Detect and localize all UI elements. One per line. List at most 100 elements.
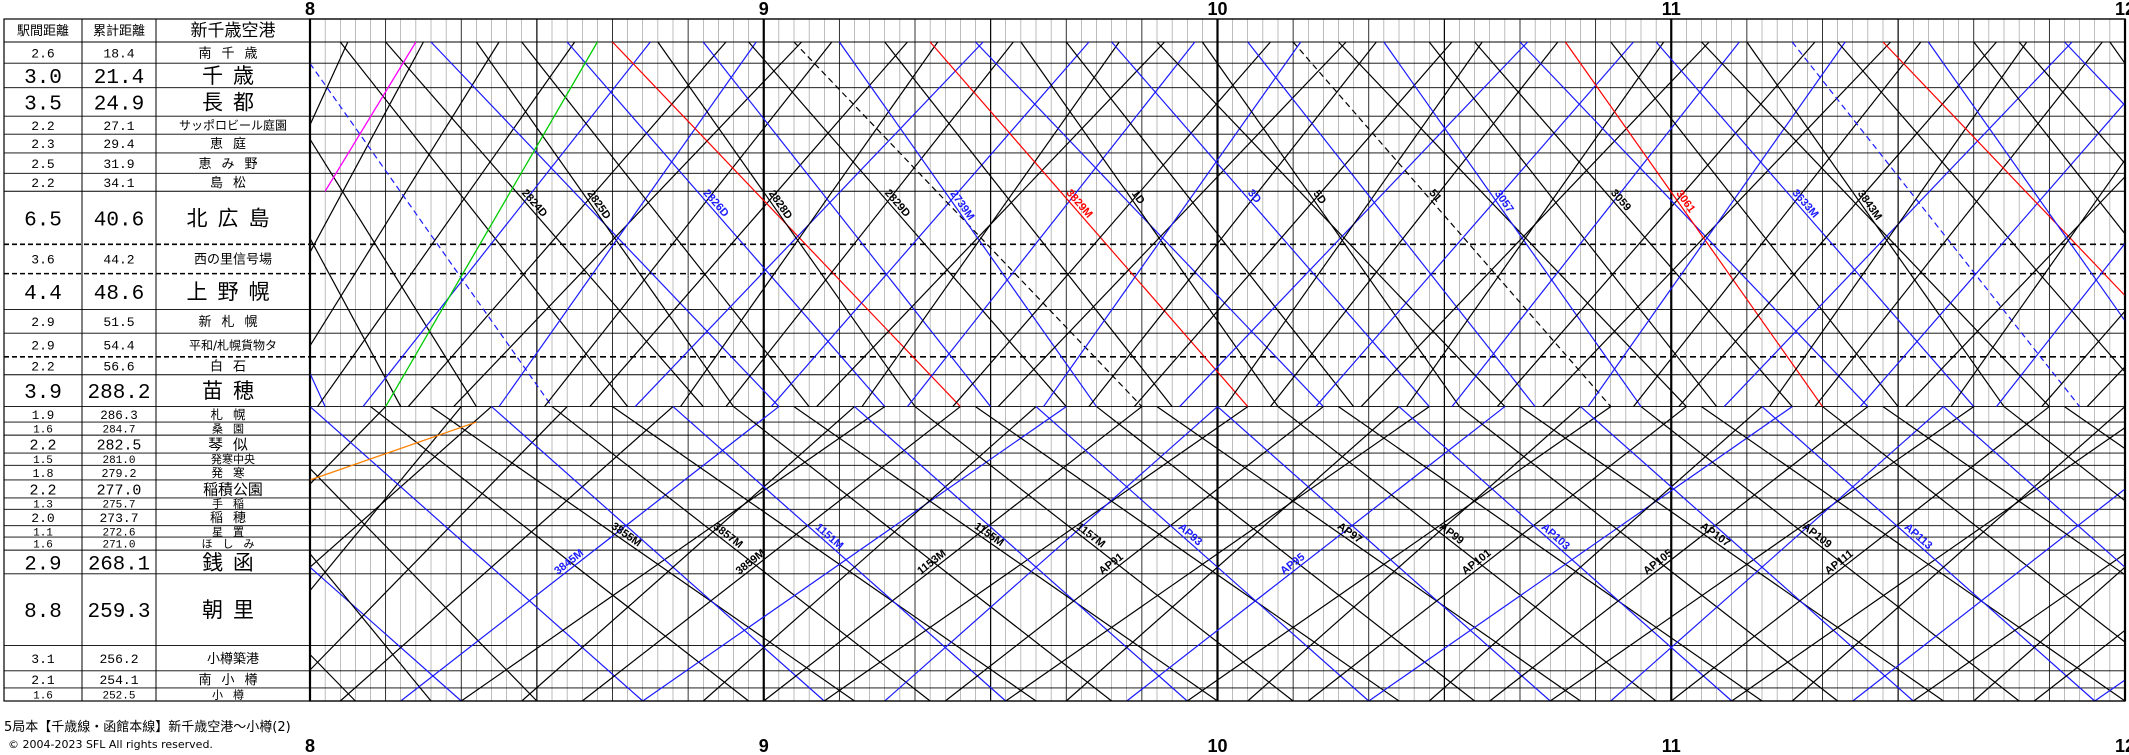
train-path	[521, 406, 855, 702]
station-cumulative: 44.2	[103, 253, 134, 268]
station-cumulative: 259.3	[87, 601, 150, 624]
station-cumulative: 54.4	[103, 339, 134, 354]
train-path	[914, 406, 1294, 702]
train-path	[1383, 41, 1642, 407]
train-number: 3061	[1673, 188, 1697, 215]
train-path	[1769, 41, 2028, 407]
station-row: 2.2 27.1 サッポロビール庭園	[4, 118, 310, 135]
train-path	[491, 406, 825, 702]
train-path	[1088, 41, 1377, 407]
train-path	[1186, 406, 1612, 702]
station-interval: 8.8	[24, 601, 62, 624]
station-name: 桑園	[212, 423, 254, 436]
train-path	[854, 406, 1188, 702]
station-interval: 1.5	[33, 455, 53, 467]
station-cumulative: 275.7	[102, 500, 135, 512]
train-path	[1761, 406, 2096, 702]
station-name: 銭函	[202, 550, 263, 574]
train-path	[339, 41, 629, 407]
train-path	[309, 41, 500, 347]
station-row: 2.9 51.5 新札幌	[4, 314, 310, 334]
train-path	[521, 41, 810, 407]
train-path	[1973, 41, 2126, 235]
train-path	[823, 406, 1249, 702]
train-path	[1549, 406, 1975, 702]
train-path	[1587, 41, 1846, 407]
train-path	[657, 41, 916, 407]
station-cumulative: 34.1	[103, 176, 134, 191]
station-name: 長都	[202, 91, 264, 115]
train-path	[400, 406, 780, 702]
station-name: 発寒中央	[211, 452, 255, 466]
train-path	[2086, 366, 2126, 407]
station-interval: 2.9	[24, 553, 61, 576]
station-cumulative: 40.6	[94, 209, 144, 232]
train-path	[952, 41, 1271, 407]
train-path	[475, 41, 734, 407]
train-path	[929, 41, 1249, 407]
train-path	[1277, 406, 1657, 702]
station-cumulative: 31.9	[103, 157, 134, 172]
train-path	[733, 406, 1112, 702]
train-path	[339, 406, 674, 702]
train-path	[2064, 41, 2126, 106]
train-path	[642, 406, 1067, 702]
train-path	[309, 406, 568, 671]
train-path	[1451, 41, 1740, 407]
station-interval: 2.5	[31, 157, 54, 172]
train-path	[2064, 406, 2126, 450]
train-path	[1973, 566, 2126, 702]
train-path	[2094, 679, 2126, 702]
train-path	[1632, 41, 1922, 407]
station-row: 1.1 272.6 星置	[4, 525, 310, 539]
station-cumulative: 271.0	[102, 540, 135, 552]
station-cumulative: 27.1	[103, 119, 134, 134]
train-path	[317, 41, 576, 407]
station-interval: 2.2	[31, 176, 54, 191]
train-path	[1943, 406, 2126, 568]
station-name: 白石	[210, 358, 256, 374]
diagram-title: 5局本【千歳線・函館本線】新千歳空港～小樽(2)	[4, 720, 291, 735]
station-interval: 2.2	[30, 438, 57, 454]
station-row: 3.5 24.9 長都	[4, 91, 310, 117]
train-path	[884, 406, 1218, 702]
station-cumulative: 268.1	[88, 553, 150, 576]
train-path	[1852, 488, 2126, 702]
train-path	[838, 41, 1097, 407]
station-interval: 3.5	[24, 94, 62, 117]
train-path	[1564, 41, 1823, 407]
copyright: © 2004-2023 SFL All rights reserved.	[8, 738, 213, 751]
train-path	[2109, 41, 2126, 64]
train-path	[589, 41, 908, 407]
station-interval: 2.3	[31, 137, 54, 152]
train-number: 2828D	[766, 188, 795, 221]
station-name: 朝里	[202, 598, 264, 622]
station-name: 手稲	[212, 497, 254, 511]
train-path	[1126, 406, 1506, 702]
station-name: 稲穂	[210, 511, 256, 526]
hour-label-bottom: 11	[1662, 736, 1681, 755]
train-path	[1247, 406, 1581, 702]
train-path	[309, 468, 538, 702]
train-path	[770, 41, 1090, 407]
train-path	[1292, 41, 1612, 407]
station-interval: 6.5	[24, 209, 62, 232]
train-path	[702, 406, 1037, 702]
station-interval: 2.2	[30, 483, 57, 499]
train-path	[1307, 406, 1687, 702]
station-cumulative: 254.1	[99, 673, 138, 688]
train-path	[1822, 406, 2126, 643]
train-path	[1020, 41, 1279, 407]
station-cumulative: 256.2	[99, 652, 138, 667]
station-name: ほしみ	[202, 538, 265, 551]
station-row: 2.0 273.7 稲穂	[4, 511, 310, 526]
station-row: 2.2 282.5 琴似	[4, 435, 310, 454]
train-path	[1905, 176, 2126, 407]
train-path	[1837, 41, 2126, 373]
train-path	[1035, 406, 1370, 702]
station-name: 琴似	[208, 435, 258, 453]
station-row: 1.6 284.7 桑園	[4, 423, 310, 437]
train-path	[1731, 427, 2126, 702]
station-interval: 1.6	[33, 540, 53, 552]
station-interval: 3.6	[31, 253, 54, 268]
